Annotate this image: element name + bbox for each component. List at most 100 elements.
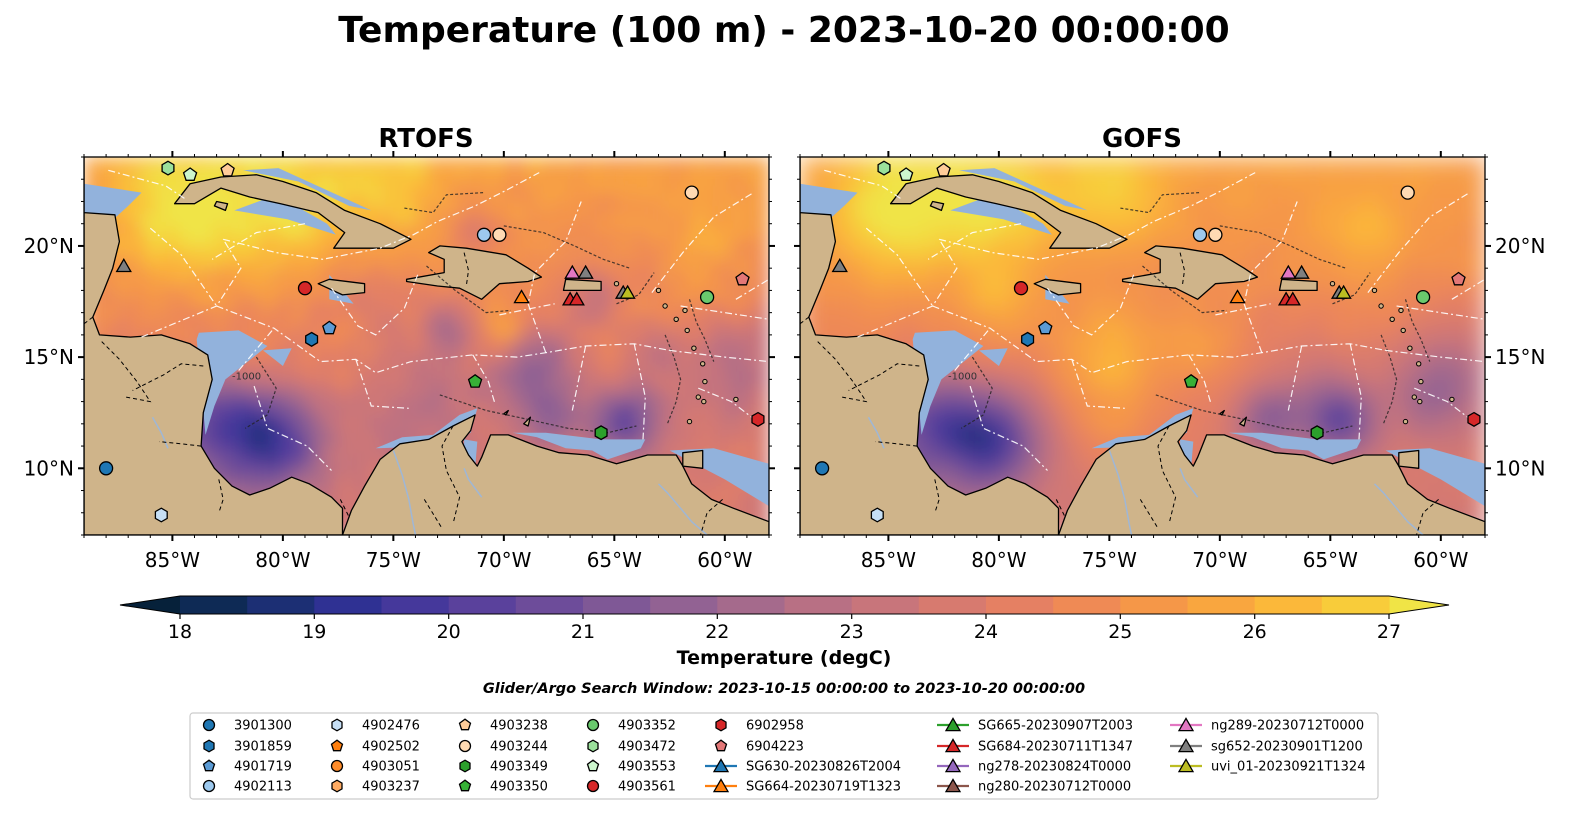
temperature-cell (249, 234, 262, 247)
river-line (1108, 450, 1133, 535)
temperature-cell (1219, 201, 1232, 214)
temperature-cell (691, 434, 704, 447)
temperature-cell (249, 323, 262, 336)
temperature-cell (1054, 412, 1067, 425)
temperature-cell (349, 457, 362, 470)
depth-contour (1380, 334, 1398, 425)
observation-marker (1183, 373, 1199, 388)
temperature-cell (1164, 346, 1177, 359)
temperature-cell (570, 201, 583, 214)
temperature-cell (680, 401, 693, 414)
temperature-cell (1297, 312, 1310, 325)
eez-boundary (253, 385, 332, 471)
small-island (1378, 303, 1384, 309)
temperature-cell (238, 401, 251, 414)
temperature-cell (548, 390, 560, 403)
temperature-cell (1474, 379, 1485, 392)
temperature-cell (976, 412, 989, 425)
temperature-cell (976, 234, 989, 247)
temperature-cell (1374, 434, 1387, 447)
temperature-cell (1418, 268, 1431, 281)
temperature-cell (282, 446, 295, 459)
temperature-cell (1098, 157, 1111, 170)
temperature-cell (481, 423, 494, 436)
temperature-cell (382, 279, 395, 292)
temperature-cell (183, 290, 196, 303)
temperature-cell (548, 190, 560, 203)
country-border (339, 499, 350, 518)
temperature-cell (205, 212, 218, 225)
temperature-cell (1330, 268, 1343, 281)
temperature-cell (327, 257, 340, 270)
legend-marker (944, 717, 962, 732)
temperature-cell (1186, 334, 1199, 347)
temperature-cell (1009, 268, 1022, 281)
temperature-cell (669, 290, 682, 303)
temperature-cell (404, 379, 417, 392)
temperature-cell (1131, 234, 1144, 247)
eez-boundaries-rtofs: -1000 (108, 169, 769, 471)
temperature-cell (1241, 245, 1254, 258)
temperature-cell (1286, 323, 1299, 336)
temperature-cell (537, 168, 549, 181)
temperature-cell (1098, 401, 1111, 414)
temperature-cell (1407, 401, 1420, 414)
temperature-cell (117, 245, 130, 258)
temperature-cell (492, 168, 505, 181)
temperature-cell (592, 301, 605, 314)
temperature-cell (965, 357, 978, 370)
temperature-cell (724, 190, 737, 203)
temperature-cell (1076, 446, 1089, 459)
temperature-cell (1032, 268, 1044, 281)
temperature-cell (998, 290, 1011, 303)
temperature-cell (260, 312, 273, 325)
temperature-cell (514, 312, 527, 325)
temperature-cell (1043, 301, 1056, 314)
temperature-cell (1352, 357, 1365, 370)
temperature-cell (371, 379, 384, 392)
temperature-cell (899, 268, 912, 281)
temperature-cell (965, 234, 978, 247)
temperature-cell (691, 401, 704, 414)
observation-marker (1013, 281, 1029, 296)
temperature-cell (1352, 290, 1365, 303)
temperature-cell (194, 312, 207, 325)
temperature-cell (249, 245, 262, 258)
temperature-cell (404, 223, 417, 236)
temperature-cell (647, 212, 660, 225)
temperature-cell (844, 290, 857, 303)
temperature-cell (625, 268, 638, 281)
temperature-cell (1175, 323, 1188, 336)
temperature-cell (1330, 201, 1343, 214)
temperature-cell (172, 212, 185, 225)
temperature-cell (338, 323, 351, 336)
temperature-cell (932, 434, 945, 447)
temperature-cell (470, 390, 483, 403)
temperature-cell (360, 312, 373, 325)
legend-label: 4903553 (618, 760, 676, 775)
temperature-cell (216, 446, 229, 459)
temperature-cell (1352, 423, 1365, 436)
temperature-cell (503, 357, 516, 370)
temperature-cell (559, 368, 572, 381)
temperature-cell (1319, 290, 1332, 303)
temperature-cell (680, 279, 693, 292)
temperature-cell (249, 212, 262, 225)
temperature-cell (1175, 168, 1188, 181)
temperature-cell (316, 312, 328, 325)
observation-marker (476, 227, 492, 242)
temperature-cell (1065, 168, 1078, 181)
temperature-cell (249, 446, 262, 459)
temperature-cell (669, 323, 682, 336)
temperature-cell (1462, 301, 1475, 314)
temperature-cell (503, 379, 516, 392)
temperature-cell (360, 346, 373, 359)
temperature-cell (1076, 357, 1089, 370)
temperature-cell (492, 157, 505, 170)
temperature-cell (1319, 312, 1332, 325)
temperature-cell (647, 157, 660, 170)
temperature-cell (899, 157, 912, 170)
temperature-cell (393, 212, 406, 225)
temperature-cell (987, 157, 1000, 170)
temperature-cell (1120, 390, 1133, 403)
